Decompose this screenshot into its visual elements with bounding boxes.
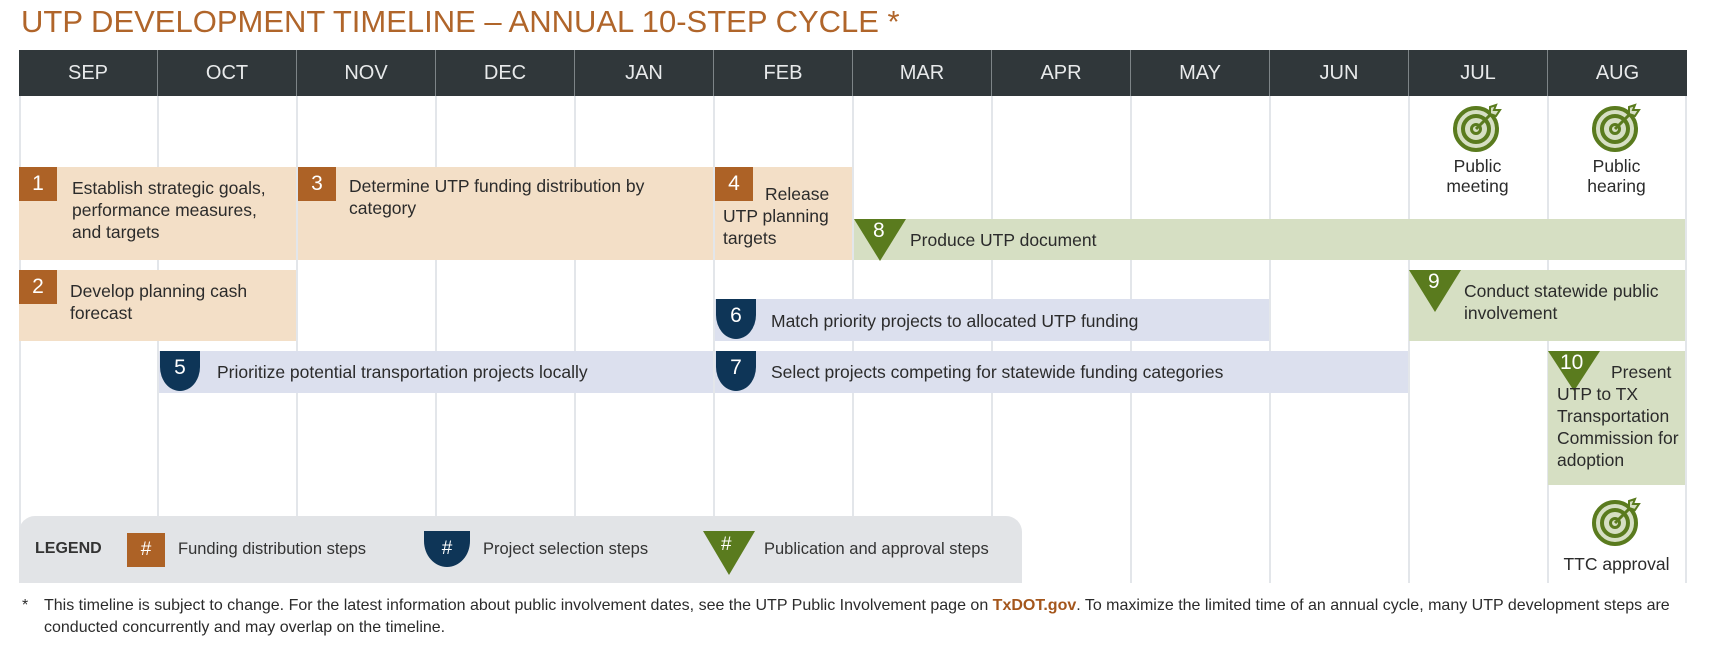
month-header: SEP OCT NOV DEC JAN FEB MAR APR MAY JUN … xyxy=(19,50,1687,96)
step-8-badge: 8 xyxy=(873,219,885,242)
milestone-label: Public xyxy=(1453,156,1502,176)
step-9-triangle xyxy=(1409,270,1461,312)
step-9-label: Conduct statewide public involvement xyxy=(1464,281,1659,323)
step-3-bar: 3 Determine UTP funding distribution by … xyxy=(298,167,713,260)
grid-line xyxy=(1685,96,1687,583)
step-1-bar: 1 Establish strategic goals, performance… xyxy=(19,167,296,260)
month-aug: AUG xyxy=(1595,61,1640,84)
footnote-marker: * xyxy=(22,597,29,614)
step-8-label: Produce UTP document xyxy=(910,230,1097,250)
step-5-label: Prioritize potential transportation proj… xyxy=(217,362,588,382)
month-feb: FEB xyxy=(714,50,853,96)
legend-publication-symbol xyxy=(703,531,755,575)
step-3-label: Determine UTP funding distribution by ca… xyxy=(349,176,645,218)
legend-funding-symbol: # xyxy=(127,533,165,567)
legend-project-label: Project selection steps xyxy=(483,540,649,558)
month-may: MAY xyxy=(1131,50,1270,96)
step-6-bar: 6 Match priority projects to allocated U… xyxy=(715,299,1269,341)
month-jun: JUN xyxy=(1270,50,1409,96)
milestone-label: Public xyxy=(1592,156,1641,176)
step-2-bar: 2 Develop planning cash forecast xyxy=(19,270,296,341)
legend-publication-symbol-text: # xyxy=(721,534,732,555)
step-6-label: Match priority projects to allocated UTP… xyxy=(771,311,1139,331)
month-apr: APR xyxy=(992,50,1131,96)
step-7-bar: 7 Select projects competing for statewid… xyxy=(715,351,1408,393)
step-7-badge: 7 xyxy=(716,351,756,391)
grid-line xyxy=(713,96,715,583)
step-4-bar: 4 Release UTP planning targets xyxy=(715,167,852,260)
step-2-badge: 2 xyxy=(19,270,57,304)
step-8-triangle xyxy=(854,219,906,261)
target-icon xyxy=(1452,103,1502,152)
month-sep: SEP xyxy=(19,50,158,96)
step-5-bar: 5 Prioritize potential transportation pr… xyxy=(159,351,713,393)
step-6-badge: 6 xyxy=(716,299,756,339)
month-oct: OCT xyxy=(158,50,297,96)
legend-project-symbol: # xyxy=(424,531,470,567)
footnote-body: This timeline is subject to change. For … xyxy=(44,595,1694,639)
step-8-bar: 8 Produce UTP document xyxy=(854,219,1685,261)
step-10-bar: 10 Present UTP to TX Transportation Comm… xyxy=(1548,351,1685,485)
legend-publication-label: Publication and approval steps xyxy=(764,540,989,558)
step-1-label: Establish strategic goals, performance m… xyxy=(72,178,266,242)
page-title: UTP DEVELOPMENT TIMELINE – ANNUAL 10-STE… xyxy=(21,4,900,39)
milestone-public-hearing: Public hearing xyxy=(1547,102,1686,196)
milestone-label: meeting xyxy=(1446,176,1509,196)
step-10-label: Present UTP to TX Transportation Commiss… xyxy=(1557,362,1679,470)
grid-line xyxy=(1269,96,1271,583)
milestone-label: hearing xyxy=(1587,176,1646,196)
month-dec: DEC xyxy=(436,50,575,96)
milestone-label: TTC approval xyxy=(1563,554,1670,574)
step-2-label: Develop planning cash forecast xyxy=(70,281,248,323)
milestone-ttc-approval: TTC approval xyxy=(1547,496,1686,574)
txdot-link[interactable]: TxDOT.gov xyxy=(992,597,1077,614)
step-4-label: Release UTP planning targets xyxy=(723,184,830,248)
legend: LEGEND # Funding distribution steps # Pr… xyxy=(19,516,1022,583)
milestone-public-meeting: Public meeting xyxy=(1408,102,1547,196)
grid-line xyxy=(435,96,437,583)
grid-line xyxy=(574,96,576,583)
step-4-badge: 4 xyxy=(715,167,753,201)
footnote-text: This timeline is subject to change. For … xyxy=(44,597,993,614)
target-icon xyxy=(1591,497,1641,546)
month-mar: MAR xyxy=(853,50,992,96)
month-jul: JUL xyxy=(1409,50,1548,96)
step-9-badge: 9 xyxy=(1428,270,1440,293)
step-9-bar: 9 Conduct statewide public involvement xyxy=(1409,270,1685,341)
footnote-text: . To maximize the limited time of an ann… xyxy=(44,597,1670,636)
legend-funding-label: Funding distribution steps xyxy=(178,540,367,558)
grid-line xyxy=(296,96,298,583)
step-5-badge: 5 xyxy=(160,351,200,391)
step-10-badge: 10 xyxy=(1560,351,1584,374)
step-10-triangle xyxy=(1548,351,1600,391)
step-1-badge: 1 xyxy=(19,167,57,201)
month-nov: NOV xyxy=(297,50,436,96)
legend-title: LEGEND xyxy=(35,540,102,557)
timeline-grid: SEP OCT NOV DEC JAN FEB MAR APR MAY JUN … xyxy=(19,50,1687,583)
step-3-badge: 3 xyxy=(298,167,336,201)
step-7-label: Select projects competing for statewide … xyxy=(771,362,1224,382)
target-icon xyxy=(1591,103,1641,152)
month-jan: JAN xyxy=(575,50,714,96)
